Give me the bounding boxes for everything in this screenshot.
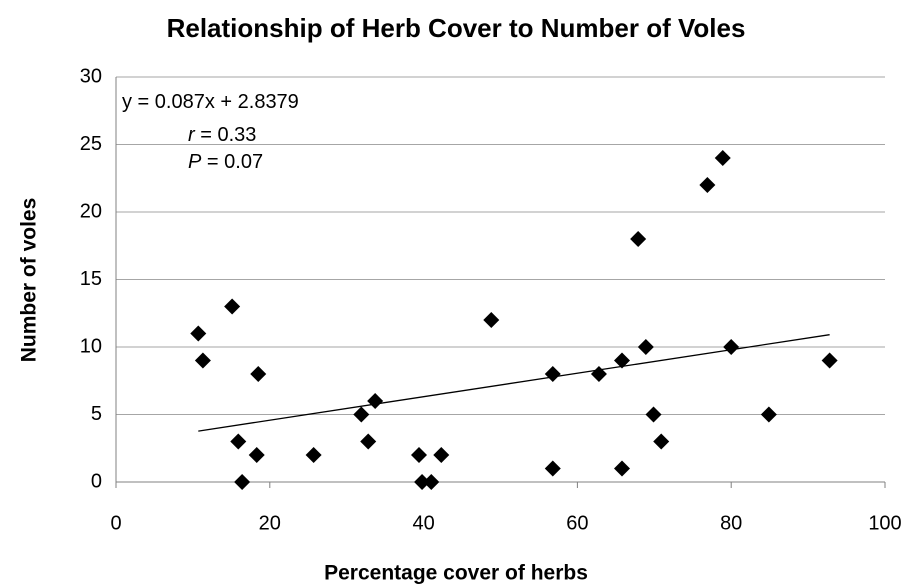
y-tick-label: 0 [91, 470, 102, 492]
point [544, 366, 561, 382]
chart-title: Relationship of Herb Cover to Number of … [167, 13, 746, 43]
annotation-symbol: r [188, 124, 196, 146]
point [614, 460, 631, 477]
point [250, 366, 267, 382]
y-tick-label: 25 [80, 133, 102, 155]
trendline [198, 334, 830, 432]
point [353, 406, 370, 423]
y-tick-label: 30 [80, 65, 102, 87]
y-tick-label: 10 [80, 335, 102, 357]
annotation-symbol: P [188, 151, 202, 173]
x-tick-label: 40 [412, 512, 434, 534]
annotation: r = 0.33 [188, 124, 256, 146]
point [360, 433, 377, 450]
x-tick-label: 80 [720, 512, 742, 534]
point [414, 474, 431, 490]
annotation-text: = 0.07 [201, 151, 263, 173]
point [590, 366, 607, 382]
x-tick-label: 20 [259, 512, 281, 534]
point [190, 325, 207, 342]
point [714, 150, 731, 166]
y-tick-label: 15 [80, 268, 102, 290]
point [483, 312, 500, 328]
point [433, 447, 450, 463]
point [614, 352, 631, 369]
point [630, 231, 647, 247]
point [760, 406, 777, 423]
point [248, 447, 265, 463]
x-tick-label: 100 [868, 512, 901, 534]
point [637, 339, 654, 355]
point [653, 433, 670, 450]
x-tick-label: 60 [566, 512, 588, 534]
point [224, 298, 241, 315]
annotation: y = 0.087x + 2.8379 [122, 91, 299, 113]
point [305, 447, 322, 463]
point [544, 460, 561, 477]
y-tick-label: 5 [91, 403, 102, 425]
point [194, 352, 211, 369]
point [699, 177, 716, 193]
point [423, 474, 440, 490]
point [723, 339, 740, 355]
x-tick-label: 0 [110, 512, 121, 534]
annotation-text: = 0.33 [195, 124, 257, 146]
y-tick-label: 20 [80, 200, 102, 222]
point [821, 352, 838, 369]
point [367, 393, 384, 409]
point [410, 447, 427, 463]
annotation-text: y = 0.087x + 2.8379 [122, 91, 299, 113]
point [230, 433, 247, 450]
annotation: P = 0.07 [188, 151, 263, 173]
point [234, 474, 251, 490]
x-axis-label: Percentage cover of herbs [324, 562, 588, 585]
y-axis-label: Number of voles [18, 198, 41, 363]
point [645, 406, 662, 423]
